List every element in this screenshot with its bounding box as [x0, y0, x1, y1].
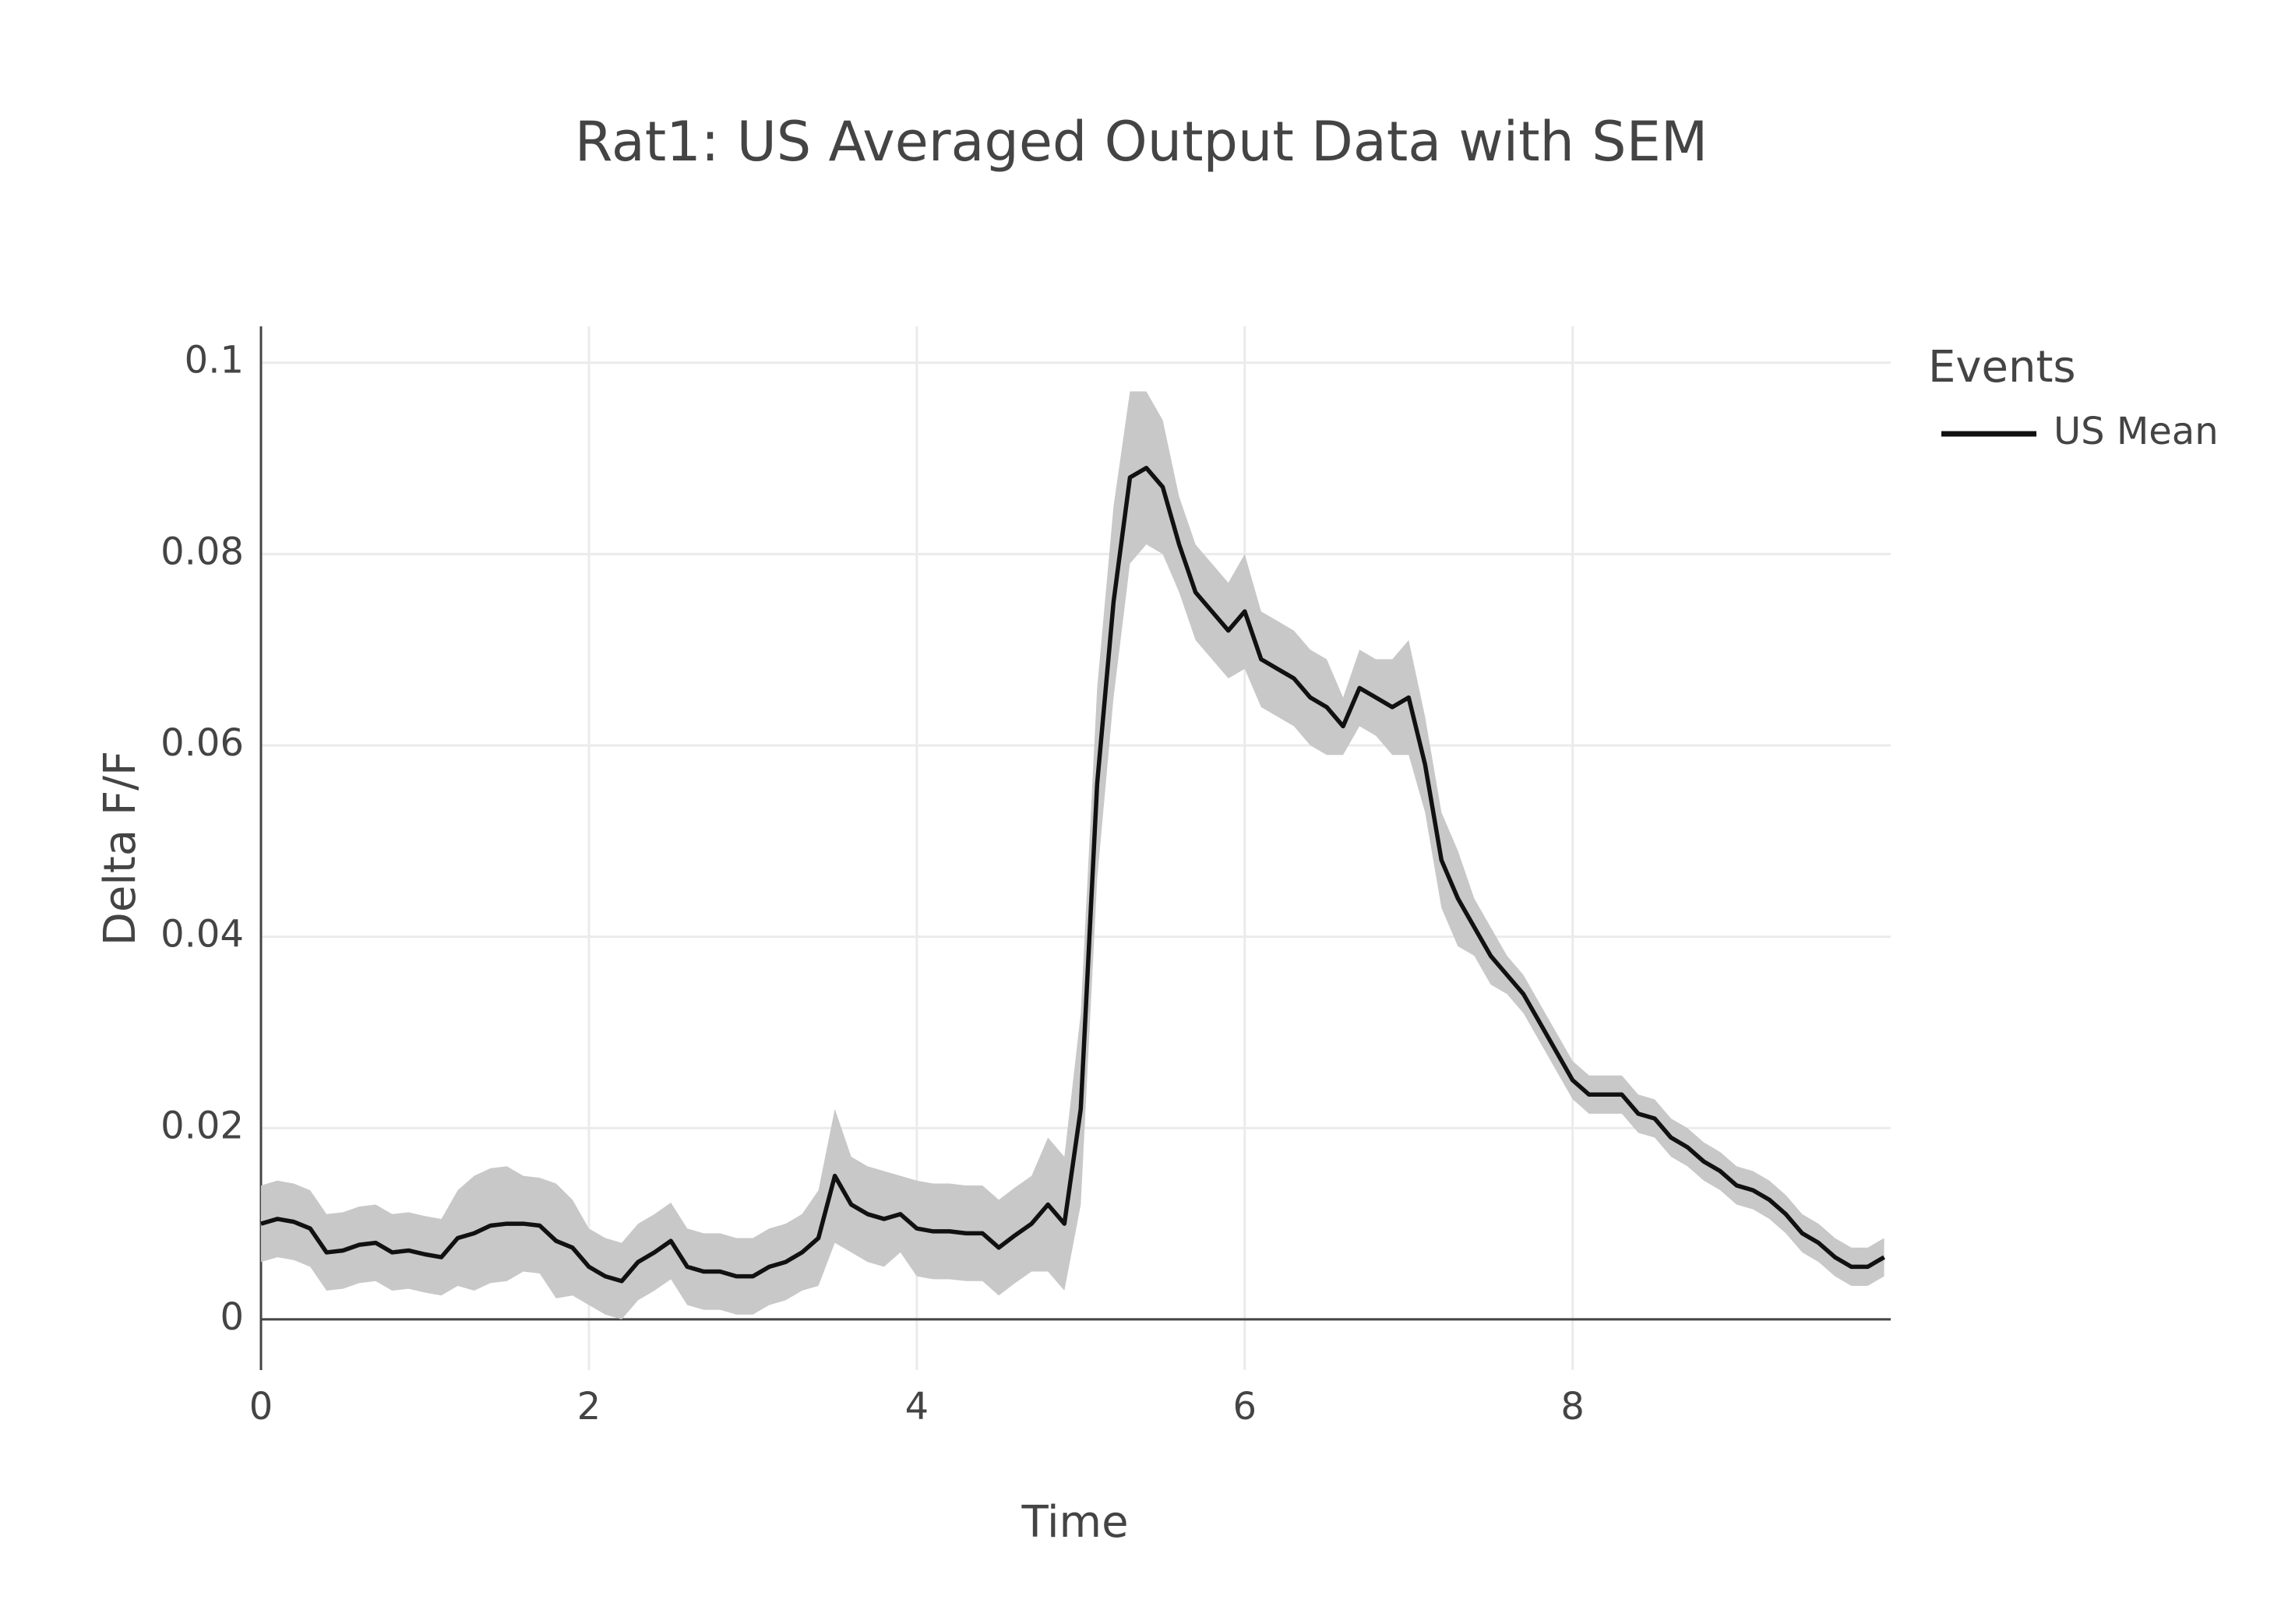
mean-line — [260, 466, 1885, 1284]
sem-band — [261, 391, 1884, 1319]
x-tick-label: 8 — [1560, 1385, 1585, 1428]
y-tick-label: 0.08 — [160, 530, 244, 573]
legend-title: Events — [1928, 342, 2076, 393]
y-tick-label: 0 — [220, 1295, 244, 1339]
x-tick-label: 2 — [577, 1385, 601, 1428]
x-axis-title: Time — [1021, 1497, 1128, 1548]
legend-label: US Mean — [2054, 410, 2219, 453]
y-tick-label: 0.04 — [160, 913, 244, 956]
y-tick-label: 0.02 — [160, 1104, 244, 1147]
y-tick-label: 0.1 — [185, 339, 244, 382]
y-tick-label: 0.06 — [160, 721, 244, 765]
x-tick-label: 4 — [905, 1385, 929, 1428]
x-tick-label: 0 — [249, 1385, 273, 1428]
x-tick-label: 6 — [1233, 1385, 1257, 1428]
chart-title: Rat1: US Averaged Output Data with SEM — [575, 110, 1708, 174]
y-axis-title: Delta F/F — [95, 751, 146, 946]
